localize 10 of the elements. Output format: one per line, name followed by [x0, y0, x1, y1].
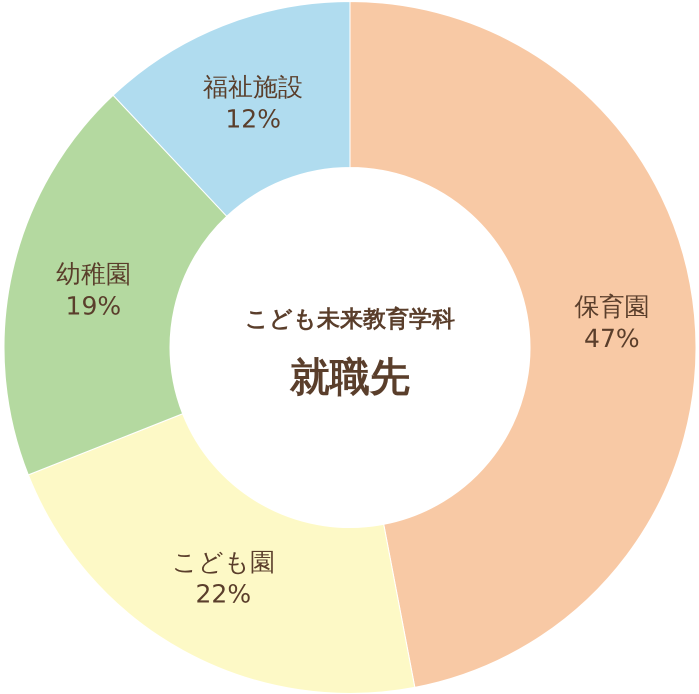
- slice-label: 幼稚園: [56, 260, 131, 289]
- text: 就職先: [289, 354, 410, 400]
- data-label: 22%: [196, 579, 252, 608]
- slice-label: こども園: [172, 547, 275, 576]
- data-label: 19%: [66, 292, 122, 321]
- data-label: 47%: [584, 324, 640, 354]
- text: こども未来教育学科: [245, 306, 455, 332]
- slice-label: 保育園: [574, 292, 650, 322]
- data-label: 12%: [225, 104, 281, 134]
- slice-label: 福祉施設: [203, 72, 304, 102]
